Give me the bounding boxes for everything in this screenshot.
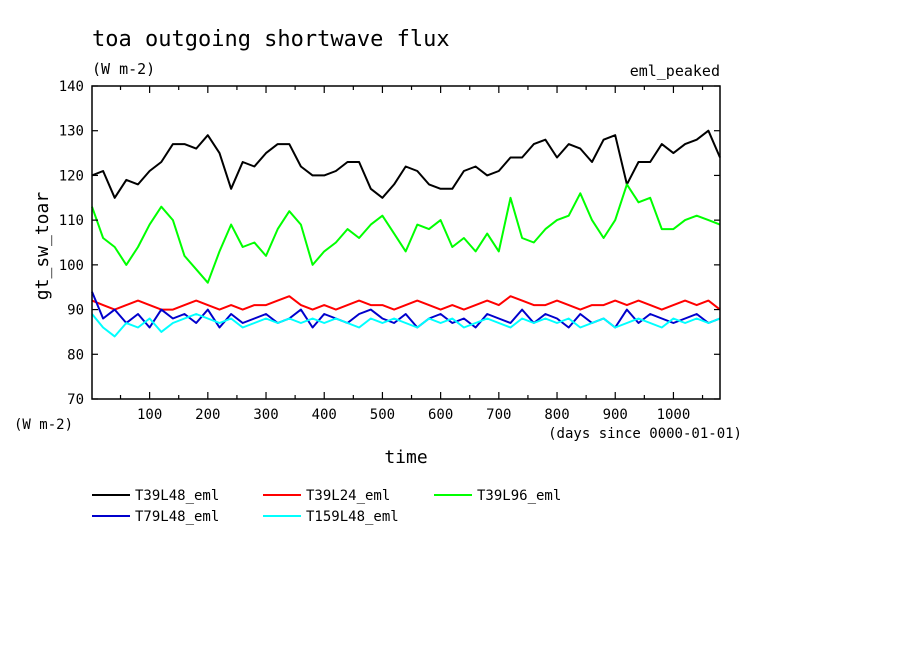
x-tick-label: 300 <box>253 407 278 423</box>
legend-label: T79L48_eml <box>135 509 219 525</box>
chart-title: toa outgoing shortwave flux <box>92 27 450 52</box>
y-axis-label: gt_sw_toar <box>32 192 53 301</box>
experiment-label: eml_peaked <box>630 62 720 80</box>
x-axis-label: time <box>384 447 427 468</box>
y-tick-label: 100 <box>59 258 84 274</box>
series-line-T39L24_eml <box>91 295 721 311</box>
y-tick-label: 80 <box>67 347 84 363</box>
y-tick-label: 120 <box>59 168 84 184</box>
y-tick-label: 70 <box>67 392 84 408</box>
x-tick-label: 900 <box>603 407 628 423</box>
x-tick-label: 700 <box>486 407 511 423</box>
series-line-T39L48_eml <box>91 129 721 199</box>
series-layer <box>91 129 721 338</box>
legend-label: T39L96_eml <box>477 488 561 504</box>
y-tick-label: 140 <box>59 79 84 95</box>
ticks-layer: 70 80 90 100 110 120 130 140 100 200 300 400 500 600 7… <box>59 79 720 423</box>
units-label: (W m-2) <box>92 60 155 78</box>
series-line-T159L48_eml <box>91 313 721 338</box>
x-tick-label: 600 <box>428 407 453 423</box>
legend: T39L48_eml T39L24_eml T39L96_eml T79L48_eml… <box>92 488 561 525</box>
x-units-label: (days since 0000-01-01) <box>548 426 742 442</box>
plot-frame <box>91 85 721 400</box>
y-tick-label: 130 <box>59 124 84 140</box>
x-tick-label: 400 <box>312 407 337 423</box>
x-tick-label: 100 <box>137 407 162 423</box>
x-tick-label: 500 <box>370 407 395 423</box>
legend-label: T39L24_eml <box>306 488 390 504</box>
legend-label: T39L48_eml <box>135 488 219 504</box>
legend-label: T159L48_eml <box>306 509 399 525</box>
y-tick-label: 110 <box>59 213 84 229</box>
x-tick-label: 1000 <box>657 407 691 423</box>
y-tick-label: 90 <box>67 303 84 319</box>
x-tick-label: 800 <box>544 407 569 423</box>
x-tick-label: 200 <box>195 407 220 423</box>
series-line-T39L96_eml <box>91 183 721 284</box>
y-units-label: (W m-2) <box>14 417 73 433</box>
